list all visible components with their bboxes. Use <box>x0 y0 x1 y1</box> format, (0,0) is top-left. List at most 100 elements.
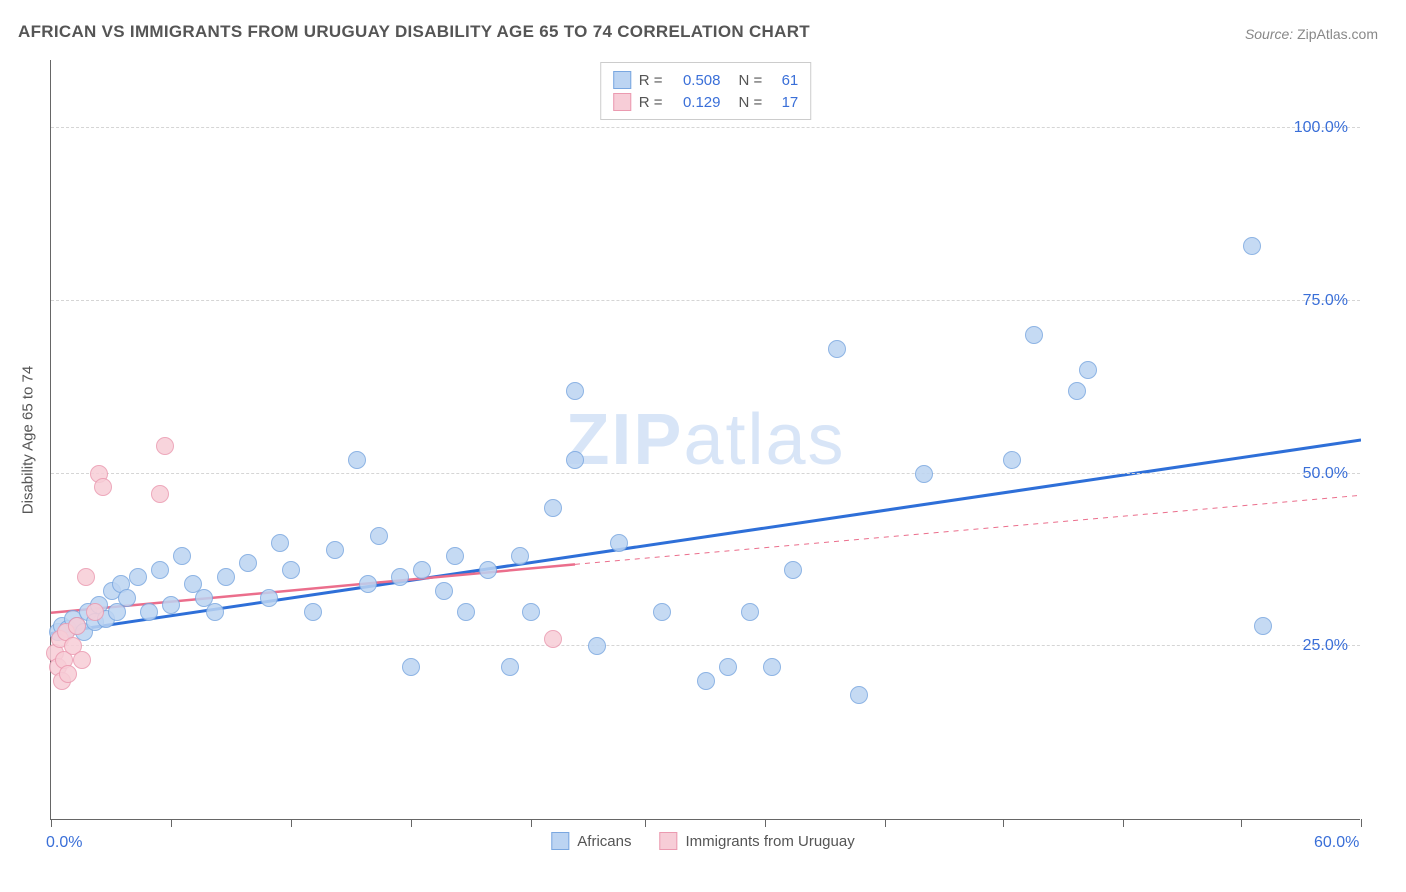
legend-n-label: N = <box>739 94 763 111</box>
legend-row: R = 0.129 N = 17 <box>613 91 799 113</box>
trend-lines-layer <box>51 60 1361 820</box>
x-tick <box>291 819 292 827</box>
data-point <box>653 603 671 621</box>
legend-swatch <box>659 832 677 850</box>
data-point <box>402 658 420 676</box>
data-point <box>1243 237 1261 255</box>
data-point <box>446 547 464 565</box>
data-point <box>391 568 409 586</box>
legend-swatch <box>613 71 631 89</box>
legend-series-label: Africans <box>577 833 631 850</box>
data-point <box>59 665 77 683</box>
y-axis-label: Disability Age 65 to 74 <box>20 366 37 514</box>
data-point <box>1068 382 1086 400</box>
data-point <box>282 561 300 579</box>
watermark-bold: ZIP <box>565 400 683 480</box>
y-tick-label: 75.0% <box>1303 292 1348 310</box>
data-point <box>566 382 584 400</box>
data-point <box>457 603 475 621</box>
data-point <box>479 561 497 579</box>
source-label: Source: <box>1245 26 1293 42</box>
data-point <box>326 541 344 559</box>
gridline-h <box>51 473 1360 474</box>
data-point <box>850 686 868 704</box>
y-tick-label: 25.0% <box>1303 637 1348 655</box>
data-point <box>1003 451 1021 469</box>
data-point <box>348 451 366 469</box>
data-point <box>544 499 562 517</box>
data-point <box>1254 617 1272 635</box>
x-axis-max-label: 60.0% <box>1314 834 1359 852</box>
legend-r-label: R = <box>639 72 663 89</box>
y-tick-label: 50.0% <box>1303 465 1348 483</box>
data-point <box>239 554 257 572</box>
data-point <box>544 630 562 648</box>
data-point <box>68 617 86 635</box>
data-point <box>304 603 322 621</box>
legend-series-item: Africans <box>551 832 631 850</box>
x-tick <box>171 819 172 827</box>
data-point <box>588 637 606 655</box>
legend-row: R = 0.508 N = 61 <box>613 69 799 91</box>
x-tick <box>1123 819 1124 827</box>
data-point <box>156 437 174 455</box>
data-point <box>173 547 191 565</box>
x-tick <box>51 819 52 827</box>
trend-line <box>575 495 1361 564</box>
data-point <box>77 568 95 586</box>
x-tick <box>411 819 412 827</box>
watermark: ZIPatlas <box>565 399 845 481</box>
gridline-h <box>51 300 1360 301</box>
data-point <box>522 603 540 621</box>
legend-n-label: N = <box>739 72 763 89</box>
data-point <box>151 485 169 503</box>
data-point <box>359 575 377 593</box>
data-point <box>94 478 112 496</box>
data-point <box>435 582 453 600</box>
x-tick <box>765 819 766 827</box>
chart-title: AFRICAN VS IMMIGRANTS FROM URUGUAY DISAB… <box>18 22 810 42</box>
legend-series: AfricansImmigrants from Uruguay <box>551 832 854 850</box>
data-point <box>1079 361 1097 379</box>
gridline-h <box>51 645 1360 646</box>
source-attribution: Source: ZipAtlas.com <box>1245 26 1378 42</box>
data-point <box>1025 326 1043 344</box>
x-tick <box>1361 819 1362 827</box>
data-point <box>162 596 180 614</box>
data-point <box>260 589 278 607</box>
data-point <box>73 651 91 669</box>
legend-r-value: 0.129 <box>671 94 721 111</box>
data-point <box>413 561 431 579</box>
data-point <box>741 603 759 621</box>
data-point <box>370 527 388 545</box>
legend-swatch <box>613 93 631 111</box>
trend-line <box>51 440 1361 633</box>
data-point <box>129 568 147 586</box>
data-point <box>719 658 737 676</box>
x-tick <box>645 819 646 827</box>
data-point <box>828 340 846 358</box>
x-tick <box>531 819 532 827</box>
source-value: ZipAtlas.com <box>1297 26 1378 42</box>
legend-n-value: 17 <box>770 94 798 111</box>
data-point <box>86 603 104 621</box>
data-point <box>118 589 136 607</box>
legend-swatch <box>551 832 569 850</box>
scatter-plot-area: ZIPatlas R = 0.508 N = 61 R = 0.129 N = 17 25.0… <box>50 60 1360 820</box>
legend-r-label: R = <box>639 94 663 111</box>
gridline-h <box>51 127 1360 128</box>
x-tick <box>1003 819 1004 827</box>
data-point <box>566 451 584 469</box>
data-point <box>511 547 529 565</box>
watermark-thin: atlas <box>683 400 845 480</box>
data-point <box>697 672 715 690</box>
data-point <box>784 561 802 579</box>
x-tick <box>1241 819 1242 827</box>
data-point <box>610 534 628 552</box>
data-point <box>151 561 169 579</box>
legend-r-value: 0.508 <box>671 72 721 89</box>
x-axis-min-label: 0.0% <box>46 834 82 852</box>
legend-n-value: 61 <box>770 72 798 89</box>
data-point <box>501 658 519 676</box>
data-point <box>206 603 224 621</box>
